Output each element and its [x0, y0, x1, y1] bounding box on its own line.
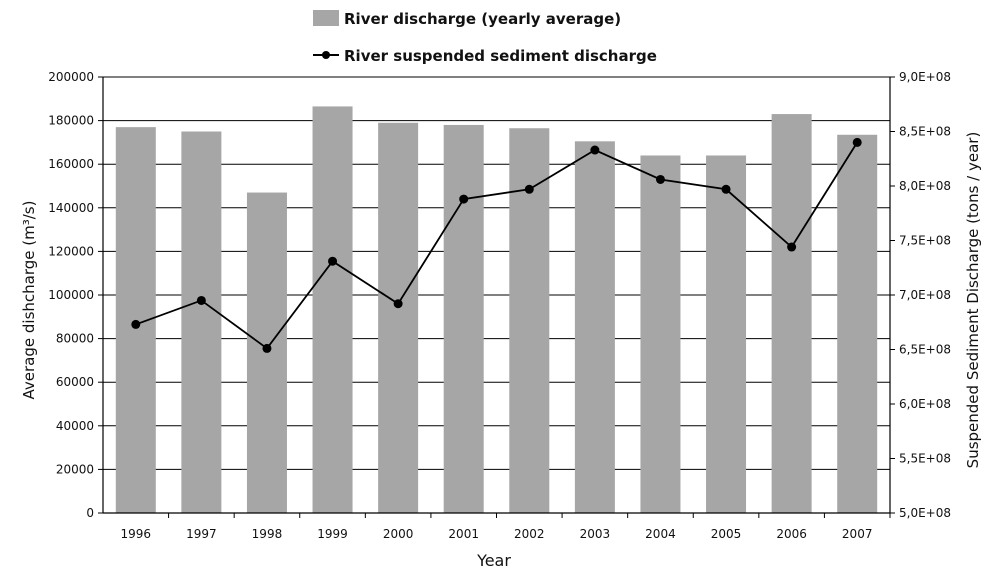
line-point	[787, 242, 797, 252]
y2-tick-label: 8,0E+08	[899, 179, 951, 193]
x-tick-label: 2004	[645, 527, 676, 541]
bar	[312, 106, 353, 514]
legend-line-label: River suspended sediment discharge	[344, 47, 657, 65]
x-tick-label: 2005	[711, 527, 742, 541]
y2-tick-label: 5,0E+08	[899, 506, 951, 520]
x-axis-title: Year	[476, 551, 511, 570]
x-tick-label: 2000	[383, 527, 414, 541]
x-tick-label: 2006	[776, 527, 807, 541]
y-tick-label: 120000	[48, 244, 94, 258]
bar	[837, 134, 878, 513]
gridlines	[103, 76, 890, 470]
y-tick-label: 0	[86, 506, 94, 520]
legend-bar-label: River discharge (yearly average)	[344, 10, 621, 28]
line-point	[590, 145, 600, 155]
x-tick-label: 2007	[842, 527, 873, 541]
y2-tick-label: 6,5E+08	[899, 343, 951, 357]
line-series	[131, 137, 862, 353]
line-point	[328, 256, 338, 266]
line-point	[852, 137, 862, 147]
line-point	[655, 174, 665, 184]
bar	[181, 131, 222, 513]
x-tick-label: 1998	[252, 527, 283, 541]
bar-series	[115, 106, 878, 514]
bar	[574, 141, 615, 513]
y-tick-label: 100000	[48, 288, 94, 302]
line-point	[131, 319, 141, 329]
x-tick-label: 2002	[514, 527, 545, 541]
x-tick-label: 1999	[317, 527, 348, 541]
y-tick-label: 20000	[56, 462, 94, 476]
x-tick-labels: 1996 1997 1998 1999 2000 2001 2002 2003 2004 2005…	[121, 527, 873, 541]
x-tick-label: 1996	[121, 527, 152, 541]
series-line	[135, 141, 858, 350]
y-tick-label: 160000	[48, 157, 94, 171]
y2-tick-labels: 5,0E+08 5,5E+08 6,0E+08 6,5E+08 7,0E+08 7,5E+…	[899, 70, 951, 520]
legend-line-marker	[322, 51, 330, 59]
bar	[640, 155, 681, 514]
y-tick-labels: 0 20000 40000 60000 80000 100000 120000 140000 1…	[48, 70, 94, 520]
y-axis-title: Average dishcharge (m³/s)	[20, 201, 38, 400]
y-tick-label: 140000	[48, 201, 94, 215]
y-tick-label: 60000	[56, 375, 94, 389]
line-point	[459, 194, 469, 204]
x-tick-label: 1997	[186, 527, 217, 541]
bar	[771, 114, 812, 513]
bar	[443, 124, 484, 514]
x-tick-label: 2003	[580, 527, 611, 541]
axes	[98, 76, 895, 518]
y2-tick-label: 7,0E+08	[899, 288, 951, 302]
y-tick-label: 80000	[56, 332, 94, 346]
x-tick-label: 2001	[448, 527, 479, 541]
bar	[706, 155, 747, 514]
line-point	[196, 295, 206, 305]
y2-tick-label: 7,5E+08	[899, 234, 951, 248]
y2-tick-label: 9,0E+08	[899, 70, 951, 84]
line-point	[262, 343, 272, 353]
line-point	[524, 184, 534, 194]
y2-tick-label: 5,5E+08	[899, 452, 951, 466]
y-tick-label: 180000	[48, 114, 94, 128]
line-point	[721, 184, 731, 194]
legend-bar-swatch	[313, 10, 339, 26]
y2-tick-label: 6,0E+08	[899, 397, 951, 411]
legend: River discharge (yearly average) River s…	[313, 10, 657, 65]
y-tick-label: 200000	[48, 70, 94, 84]
bar	[378, 122, 419, 513]
line-point	[393, 299, 403, 309]
y2-tick-label: 8,5E+08	[899, 125, 951, 139]
y2-axis-title: Suspended Sediment Discharge (tons / yea…	[964, 132, 982, 469]
y-tick-label: 40000	[56, 419, 94, 433]
